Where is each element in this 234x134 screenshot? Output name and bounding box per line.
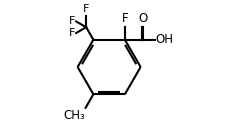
Text: F: F: [69, 28, 76, 38]
Text: F: F: [121, 12, 128, 25]
Text: F: F: [83, 4, 89, 14]
Text: OH: OH: [156, 33, 174, 46]
Text: O: O: [139, 12, 148, 25]
Text: CH₃: CH₃: [63, 109, 85, 122]
Text: F: F: [69, 16, 76, 26]
